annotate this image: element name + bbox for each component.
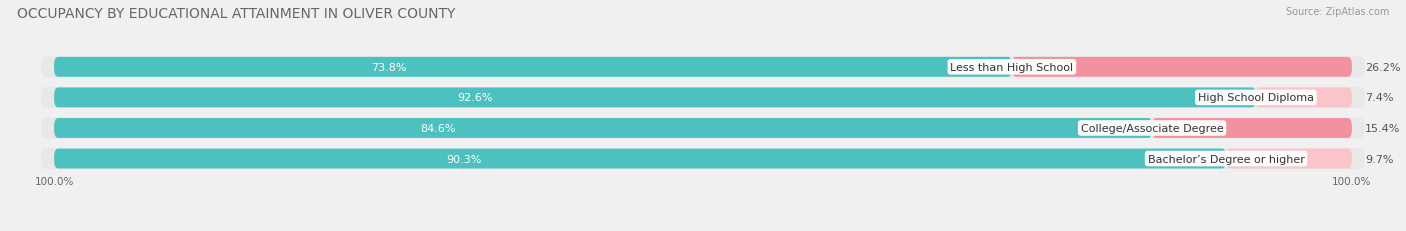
Text: 73.8%: 73.8%: [371, 63, 408, 73]
FancyBboxPatch shape: [41, 57, 1365, 78]
Text: OCCUPANCY BY EDUCATIONAL ATTAINMENT IN OLIVER COUNTY: OCCUPANCY BY EDUCATIONAL ATTAINMENT IN O…: [17, 7, 456, 21]
Text: College/Associate Degree: College/Associate Degree: [1081, 123, 1223, 133]
Text: Bachelor’s Degree or higher: Bachelor’s Degree or higher: [1147, 154, 1305, 164]
Text: 100.0%: 100.0%: [1331, 176, 1371, 186]
Text: 84.6%: 84.6%: [420, 123, 456, 133]
FancyBboxPatch shape: [1152, 119, 1353, 138]
Text: 100.0%: 100.0%: [35, 176, 75, 186]
Text: 9.7%: 9.7%: [1365, 154, 1393, 164]
FancyBboxPatch shape: [1256, 88, 1353, 108]
Text: 26.2%: 26.2%: [1365, 63, 1400, 73]
Text: 15.4%: 15.4%: [1365, 123, 1400, 133]
Text: High School Diploma: High School Diploma: [1198, 93, 1313, 103]
FancyBboxPatch shape: [41, 148, 1365, 169]
FancyBboxPatch shape: [53, 119, 1152, 138]
FancyBboxPatch shape: [41, 118, 1365, 139]
FancyBboxPatch shape: [53, 88, 1256, 108]
Text: 92.6%: 92.6%: [457, 93, 492, 103]
Text: Less than High School: Less than High School: [950, 63, 1073, 73]
FancyBboxPatch shape: [1012, 58, 1353, 77]
FancyBboxPatch shape: [1226, 149, 1353, 169]
Text: 90.3%: 90.3%: [447, 154, 482, 164]
FancyBboxPatch shape: [41, 88, 1365, 109]
Text: Source: ZipAtlas.com: Source: ZipAtlas.com: [1285, 7, 1389, 17]
FancyBboxPatch shape: [53, 58, 1012, 77]
FancyBboxPatch shape: [53, 149, 1226, 169]
Text: 7.4%: 7.4%: [1365, 93, 1393, 103]
